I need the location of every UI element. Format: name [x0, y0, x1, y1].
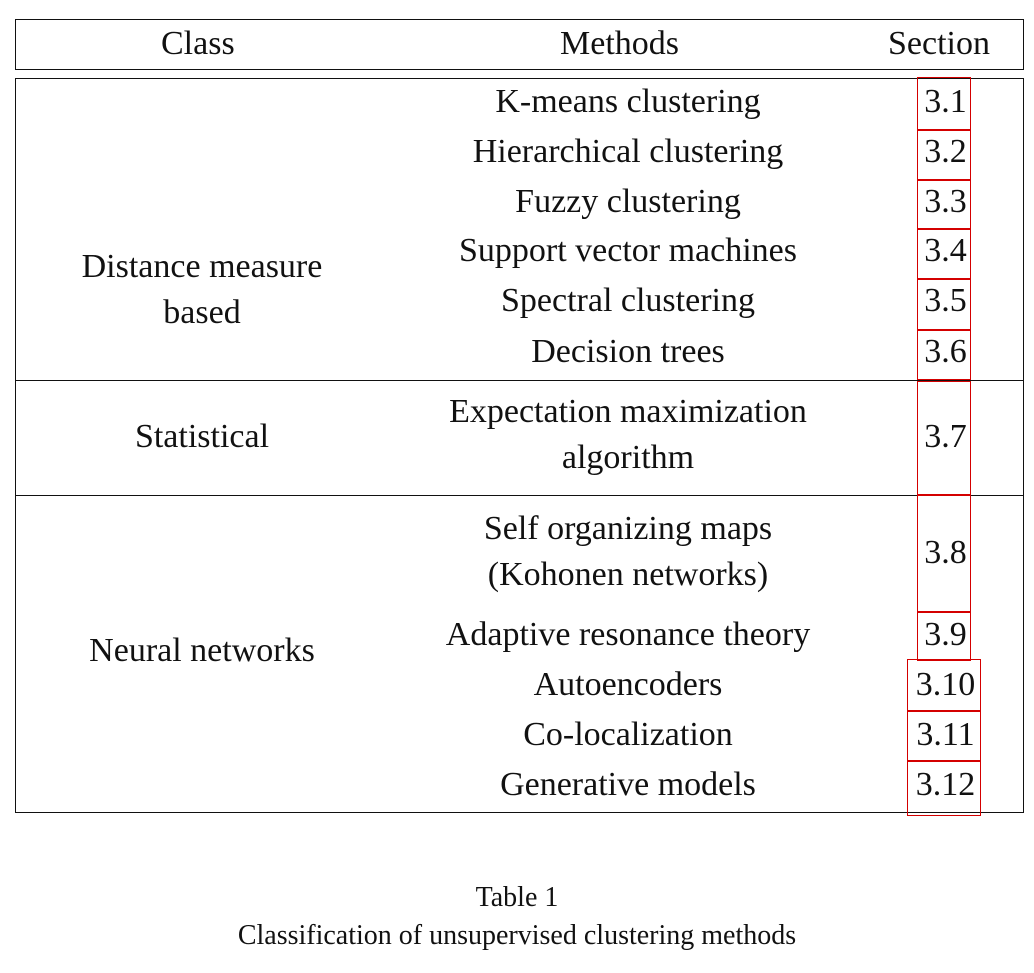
- class-cell-distance: Distance measure based: [16, 244, 388, 336]
- method-line: Expectation maximization: [449, 393, 807, 430]
- header-class: Class: [161, 25, 235, 62]
- method-line: (Kohonen networks): [487, 556, 769, 593]
- method-cell: Adaptive resonance theory: [445, 616, 811, 653]
- class-cell-neural: Neural networks: [89, 632, 315, 669]
- section-cell: 3.12: [915, 766, 976, 803]
- section-cell: 3.8: [924, 534, 967, 571]
- method-cell: Co-localization: [523, 716, 733, 753]
- section-cell: 3.6: [924, 333, 967, 370]
- section-cell: 3.1: [924, 83, 967, 120]
- caption-text: Classification of unsupervised clusterin…: [237, 920, 797, 951]
- section-cell: 3.10: [915, 666, 976, 703]
- method-cell: Self organizing maps (Kohonen networks): [388, 506, 868, 598]
- section-cell: 3.9: [924, 616, 967, 653]
- section-cell: 3.4: [924, 232, 967, 269]
- class-line: Distance measure: [81, 248, 323, 285]
- method-cell: Hierarchical clustering: [472, 133, 784, 170]
- method-cell: Spectral clustering: [501, 282, 755, 319]
- method-cell: Generative models: [500, 766, 756, 803]
- method-cell: K-means clustering: [495, 83, 761, 120]
- method-cell: Decision trees: [531, 333, 725, 370]
- method-line: algorithm: [561, 439, 695, 476]
- group-divider: [16, 380, 1023, 381]
- class-line: based: [163, 294, 241, 331]
- section-cell: 3.11: [916, 716, 975, 753]
- method-cell: Autoencoders: [533, 666, 723, 703]
- section-cell: 3.3: [924, 183, 967, 220]
- caption-label: Table 1: [475, 882, 559, 913]
- method-cell: Support vector machines: [458, 232, 798, 269]
- table-body: Distance measure based K-means clusterin…: [15, 78, 1024, 813]
- header-section: Section: [888, 25, 990, 62]
- section-cell: 3.7: [924, 418, 967, 455]
- class-cell-statistical: Statistical: [134, 418, 270, 455]
- method-cell: Fuzzy clustering: [515, 183, 741, 220]
- method-line: Self organizing maps: [483, 510, 773, 547]
- group-divider: [16, 495, 1023, 496]
- method-cell: Expectation maximization algorithm: [388, 389, 868, 481]
- header-methods: Methods: [560, 25, 679, 62]
- table-header: Class Methods Section: [15, 19, 1024, 70]
- section-cell: 3.5: [924, 282, 967, 319]
- section-cell: 3.2: [924, 133, 967, 170]
